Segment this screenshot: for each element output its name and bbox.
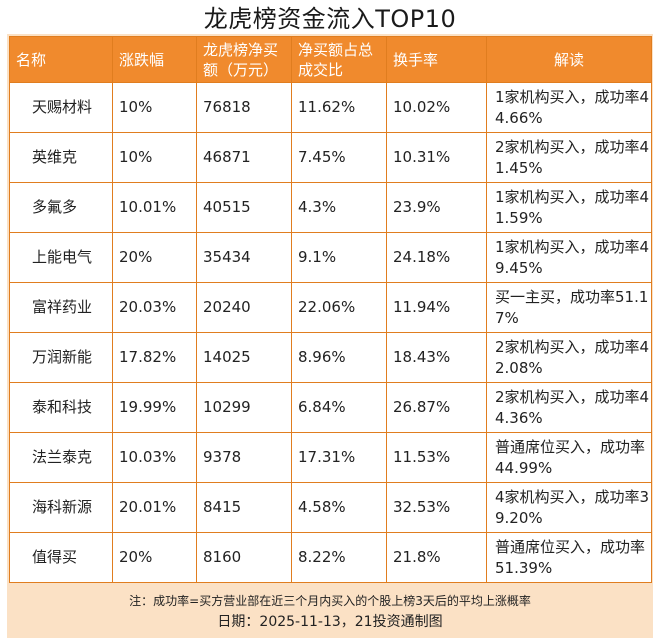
table-row: 海科新源 20.01% 8415 4.58% 32.53% 4家机构买入，成功率39.20… (9, 482, 652, 533)
table-header-row: 名称 涨跌幅 龙虎榜净买额（万元） 净买额占总成交比 换手率 解读 (9, 36, 652, 83)
cell-change: 19.99% (112, 382, 197, 433)
column-header-net-buy: 龙虎榜净买额（万元） (196, 36, 292, 83)
cell-turnover: 24.18% (386, 232, 487, 283)
cell-change: 20.01% (112, 482, 197, 533)
table-row: 多氟多 10.01% 40515 4.3% 23.9% 1家机构买入，成功率41.59% (9, 182, 652, 233)
cell-note: 1家机构买入，成功率49.45% (486, 232, 652, 283)
cell-name: 海科新源 (9, 482, 113, 533)
table-row: 法兰泰克 10.03% 9378 17.31% 11.53% 普通席位买入，成功率44.9… (9, 432, 652, 483)
cell-net-buy: 8415 (196, 482, 292, 533)
table-row: 上能电气 20% 35434 9.1% 24.18% 1家机构买入，成功率49.45% (9, 232, 652, 283)
top10-table: 名称 涨跌幅 龙虎榜净买额（万元） 净买额占总成交比 换手率 解读 天赐材料 10… (9, 36, 652, 583)
cell-turnover: 26.87% (386, 382, 487, 433)
column-header-note: 解读 (486, 36, 652, 83)
cell-turnover: 18.43% (386, 332, 487, 383)
table-body: 天赐材料 10% 76818 11.62% 10.02% 1家机构买入，成功率44.66%… (9, 82, 652, 583)
cell-turnover: 10.02% (386, 82, 487, 133)
cell-net-buy: 20240 (196, 282, 292, 333)
cell-name: 富祥药业 (9, 282, 113, 333)
cell-note: 4家机构买入，成功率39.20% (486, 482, 652, 533)
cell-name: 法兰泰克 (9, 432, 113, 483)
cell-net-buy: 10299 (196, 382, 292, 433)
cell-net-buy: 9378 (196, 432, 292, 483)
cell-name: 泰和科技 (9, 382, 113, 433)
cell-net-ratio: 8.96% (291, 332, 387, 383)
cell-turnover: 11.53% (386, 432, 487, 483)
cell-net-ratio: 7.45% (291, 132, 387, 183)
cell-net-ratio: 11.62% (291, 82, 387, 133)
cell-name: 值得买 (9, 532, 113, 583)
cell-note: 1家机构买入，成功率44.66% (486, 82, 652, 133)
cell-net-ratio: 4.3% (291, 182, 387, 233)
cell-change: 10% (112, 132, 197, 183)
footnote: 注：成功率=买方营业部在近三个月内买入的个股上榜3天后的平均上涨概率 (129, 594, 531, 608)
cell-note: 2家机构买入，成功率42.08% (486, 332, 652, 383)
cell-turnover: 32.53% (386, 482, 487, 533)
cell-turnover: 10.31% (386, 132, 487, 183)
cell-net-ratio: 6.84% (291, 382, 387, 433)
cell-net-buy: 40515 (196, 182, 292, 233)
cell-net-buy: 8160 (196, 532, 292, 583)
cell-turnover: 23.9% (386, 182, 487, 233)
cell-name: 上能电气 (9, 232, 113, 283)
cell-net-buy: 14025 (196, 332, 292, 383)
column-header-net-ratio: 净买额占总成交比 (291, 36, 387, 83)
cell-turnover: 21.8% (386, 532, 487, 583)
table-row: 富祥药业 20.03% 20240 22.06% 11.94% 买一主买，成功率51.17… (9, 282, 652, 333)
cell-name: 天赐材料 (9, 82, 113, 133)
table-row: 天赐材料 10% 76818 11.62% 10.02% 1家机构买入，成功率44.66% (9, 82, 652, 133)
cell-change: 20.03% (112, 282, 197, 333)
cell-net-ratio: 8.22% (291, 532, 387, 583)
cell-change: 10.03% (112, 432, 197, 483)
cell-turnover: 11.94% (386, 282, 487, 333)
cell-note: 普通席位买入，成功率44.99% (486, 432, 652, 483)
table-row: 英维克 10% 46871 7.45% 10.31% 2家机构买入，成功率41.45% (9, 132, 652, 183)
cell-change: 17.82% (112, 332, 197, 383)
date-credit: 日期：2025-11-13，21投资通制图 (217, 614, 443, 630)
cell-net-buy: 46871 (196, 132, 292, 183)
cell-change: 20% (112, 532, 197, 583)
cell-net-ratio: 17.31% (291, 432, 387, 483)
cell-change: 10.01% (112, 182, 197, 233)
cell-net-ratio: 22.06% (291, 282, 387, 333)
cell-note: 买一主买，成功率51.17% (486, 282, 652, 333)
column-header-change: 涨跌幅 (112, 36, 197, 83)
cell-note: 2家机构买入，成功率41.45% (486, 132, 652, 183)
cell-name: 多氟多 (9, 182, 113, 233)
page-title: 龙虎榜资金流入TOP10 (203, 5, 457, 33)
cell-name: 英维克 (9, 132, 113, 183)
cell-note: 1家机构买入，成功率41.59% (486, 182, 652, 233)
cell-note: 2家机构买入，成功率44.36% (486, 382, 652, 433)
cell-change: 20% (112, 232, 197, 283)
cell-net-ratio: 4.58% (291, 482, 387, 533)
cell-change: 10% (112, 82, 197, 133)
cell-net-buy: 76818 (196, 82, 292, 133)
cell-net-buy: 35434 (196, 232, 292, 283)
cell-note: 普通席位买入，成功率51.39% (486, 532, 652, 583)
table-row: 值得买 20% 8160 8.22% 21.8% 普通席位买入，成功率51.39% (9, 532, 652, 583)
column-header-name: 名称 (9, 36, 113, 83)
table-row: 泰和科技 19.99% 10299 6.84% 26.87% 2家机构买入，成功率44.3… (9, 382, 652, 433)
cell-net-ratio: 9.1% (291, 232, 387, 283)
column-header-turnover: 换手率 (386, 36, 487, 83)
cell-name: 万润新能 (9, 332, 113, 383)
table-row: 万润新能 17.82% 14025 8.96% 18.43% 2家机构买入，成功率42.0… (9, 332, 652, 383)
